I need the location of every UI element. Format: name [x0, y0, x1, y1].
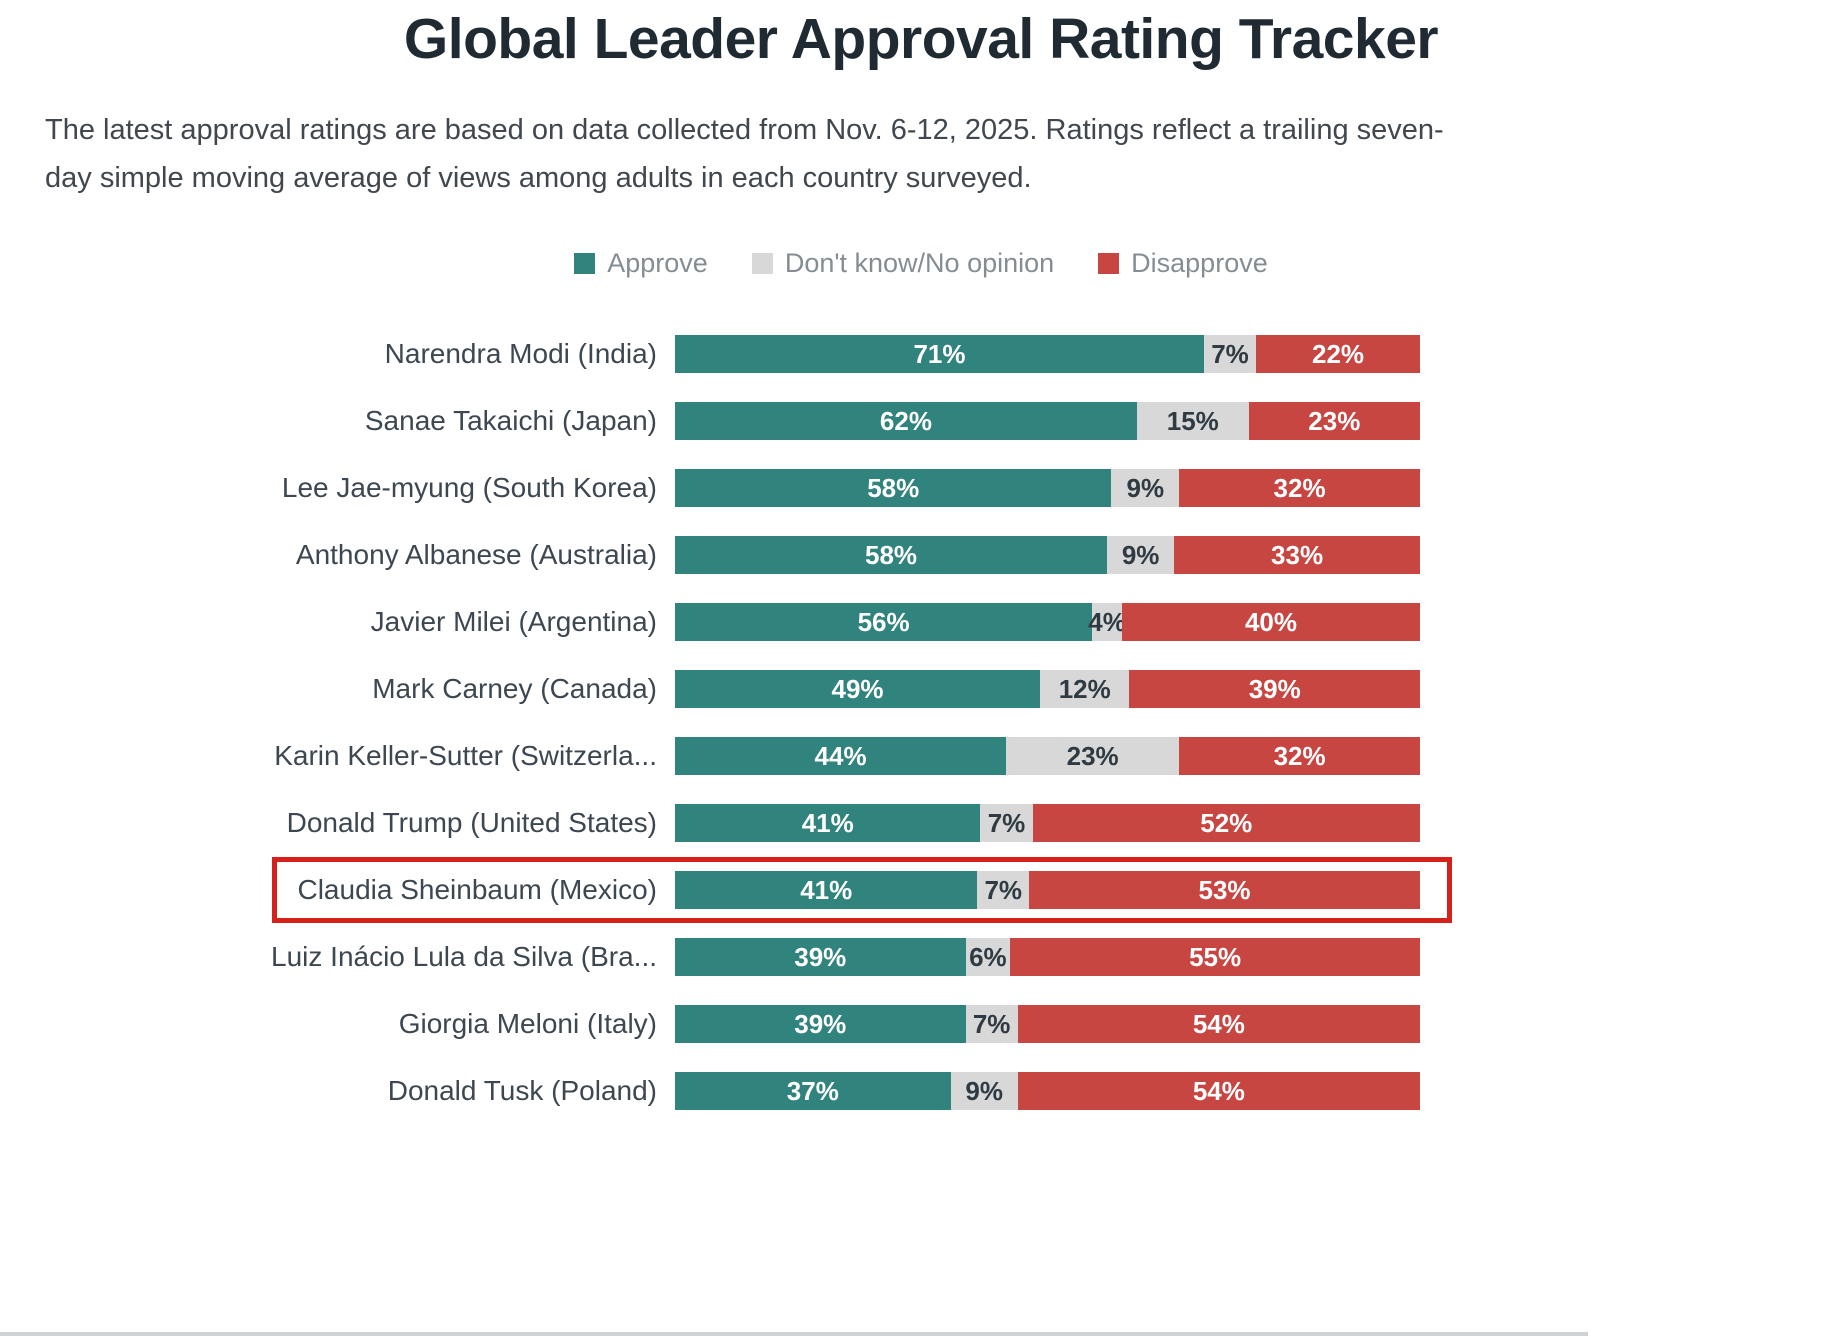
bar-segment-approve: 71%: [675, 335, 1204, 374]
chart-row: Javier Milei (Argentina) 56% 4% 40%: [0, 603, 1842, 642]
legend-swatch-approve: [574, 253, 596, 275]
row-label: Sanae Takaichi (Japan): [364, 405, 657, 437]
chart-row: Narendra Modi (India) 71% 7% 22%: [0, 335, 1842, 374]
page-title: Global Leader Approval Rating Tracker: [403, 7, 1439, 71]
chart-row: Claudia Sheinbaum (Mexico) 41% 7% 53%: [0, 857, 1842, 924]
legend-item-dont_know: Don't know/No opinion: [751, 248, 1055, 279]
row-label: Luiz Inácio Lula da Silva (Bra...: [271, 941, 657, 973]
bar-segment-approve: 44%: [675, 737, 1007, 776]
chart-row: Mark Carney (Canada) 49% 12% 39%: [0, 670, 1842, 709]
chart-subtitle: The latest approval ratings are based on…: [45, 114, 1444, 195]
chart-legend: Approve Don't know/No opinion Disapprove: [0, 248, 1842, 279]
cropped-next-row-edge: [0, 1332, 1588, 1336]
stacked-bar: 58% 9% 33%: [675, 536, 1420, 575]
row-label: Claudia Sheinbaum (Mexico): [297, 874, 657, 906]
bar-segment-disapprove: 23%: [1248, 402, 1420, 441]
stacked-bar: 41% 7% 52%: [675, 804, 1420, 843]
row-label: Lee Jae-myung (South Korea): [281, 472, 657, 504]
chart-row: Donald Tusk (Poland) 37% 9% 54%: [0, 1072, 1842, 1111]
stacked-bar: 41% 7% 53%: [675, 871, 1420, 910]
legend-label-dont_know: Don't know/No opinion: [784, 248, 1055, 279]
bar-segment-dont_know: 7%: [977, 871, 1030, 910]
stacked-bar: 39% 6% 55%: [675, 938, 1420, 977]
stacked-bar: 37% 9% 54%: [675, 1072, 1420, 1111]
bar-segment-disapprove: 40%: [1121, 603, 1420, 642]
chart-row: Giorgia Meloni (Italy) 39% 7% 54%: [0, 1005, 1842, 1044]
row-label: Donald Trump (United States): [286, 807, 657, 839]
bar-segment-dont_know: 7%: [1203, 335, 1257, 374]
chart-row: Anthony Albanese (Australia) 58% 9% 33%: [0, 536, 1842, 575]
legend-label-approve: Approve: [607, 248, 708, 279]
bar-segment-dont_know: 4%: [1088, 603, 1126, 642]
stacked-bar-chart: Narendra Modi (India) 71% 7% 22% Sanae Takai…: [0, 335, 1842, 1111]
legend-swatch-dont_know: [751, 253, 773, 275]
row-label: Javier Milei (Argentina): [370, 606, 657, 638]
chart-row: Karin Keller-Sutter (Switzerla... 44% 23% 3…: [0, 737, 1842, 776]
bar-segment-disapprove: 55%: [1010, 938, 1420, 977]
stacked-bar: 49% 12% 39%: [675, 670, 1420, 709]
legend-swatch-disapprove: [1098, 253, 1120, 275]
bar-segment-approve: 56%: [675, 603, 1093, 642]
row-label: Narendra Modi (India): [384, 338, 657, 370]
bar-segment-dont_know: 9%: [950, 1072, 1018, 1111]
bar-segment-approve: 62%: [675, 402, 1137, 441]
bar-segment-approve: 39%: [675, 1005, 966, 1044]
chart-row: Luiz Inácio Lula da Silva (Bra... 39% 6% 55…: [0, 938, 1842, 977]
bar-segment-disapprove: 52%: [1032, 804, 1420, 843]
bar-segment-disapprove: 53%: [1029, 871, 1420, 910]
legend-label-disapprove: Disapprove: [1131, 248, 1268, 279]
bar-segment-approve: 58%: [675, 469, 1112, 508]
stacked-bar: 44% 23% 32%: [675, 737, 1420, 776]
legend-item-approve: Approve: [574, 248, 708, 279]
bar-segment-disapprove: 22%: [1256, 335, 1420, 374]
bar-segment-approve: 41%: [675, 871, 978, 910]
bar-segment-dont_know: 15%: [1136, 402, 1249, 441]
row-label: Giorgia Meloni (Italy): [398, 1008, 657, 1040]
bar-segment-approve: 58%: [675, 536, 1108, 575]
stacked-bar: 58% 9% 32%: [675, 469, 1420, 508]
stacked-bar: 71% 7% 22%: [675, 335, 1420, 374]
bar-segment-dont_know: 6%: [965, 938, 1011, 977]
stacked-bar: 62% 15% 23%: [675, 402, 1420, 441]
bar-segment-dont_know: 9%: [1111, 469, 1180, 508]
stacked-bar: 56% 4% 40%: [675, 603, 1420, 642]
legend-item-disapprove: Disapprove: [1098, 248, 1268, 279]
bar-segment-disapprove: 54%: [1017, 1005, 1420, 1044]
row-label: Donald Tusk (Poland): [387, 1075, 657, 1107]
bar-segment-disapprove: 33%: [1174, 536, 1420, 575]
row-label: Anthony Albanese (Australia): [295, 539, 657, 571]
bar-segment-disapprove: 39%: [1129, 670, 1420, 709]
bar-segment-disapprove: 32%: [1179, 469, 1420, 508]
bar-segment-dont_know: 7%: [980, 804, 1033, 843]
bar-segment-disapprove: 32%: [1179, 737, 1420, 776]
bar-segment-approve: 41%: [675, 804, 981, 843]
bar-segment-dont_know: 23%: [1006, 737, 1180, 776]
bar-segment-dont_know: 12%: [1040, 670, 1130, 709]
bar-segment-dont_know: 9%: [1107, 536, 1175, 575]
chart-row: Sanae Takaichi (Japan) 62% 15% 23%: [0, 402, 1842, 441]
chart-row: Lee Jae-myung (South Korea) 58% 9% 32%: [0, 469, 1842, 508]
row-label: Karin Keller-Sutter (Switzerla...: [274, 740, 657, 772]
bar-segment-approve: 37%: [675, 1072, 951, 1111]
row-label: Mark Carney (Canada): [372, 673, 657, 705]
bar-segment-dont_know: 7%: [965, 1005, 1018, 1044]
bar-segment-approve: 39%: [675, 938, 966, 977]
bar-segment-approve: 49%: [675, 670, 1041, 709]
bar-segment-disapprove: 54%: [1017, 1072, 1420, 1111]
chart-row: Donald Trump (United States) 41% 7% 52%: [0, 804, 1842, 843]
stacked-bar: 39% 7% 54%: [675, 1005, 1420, 1044]
